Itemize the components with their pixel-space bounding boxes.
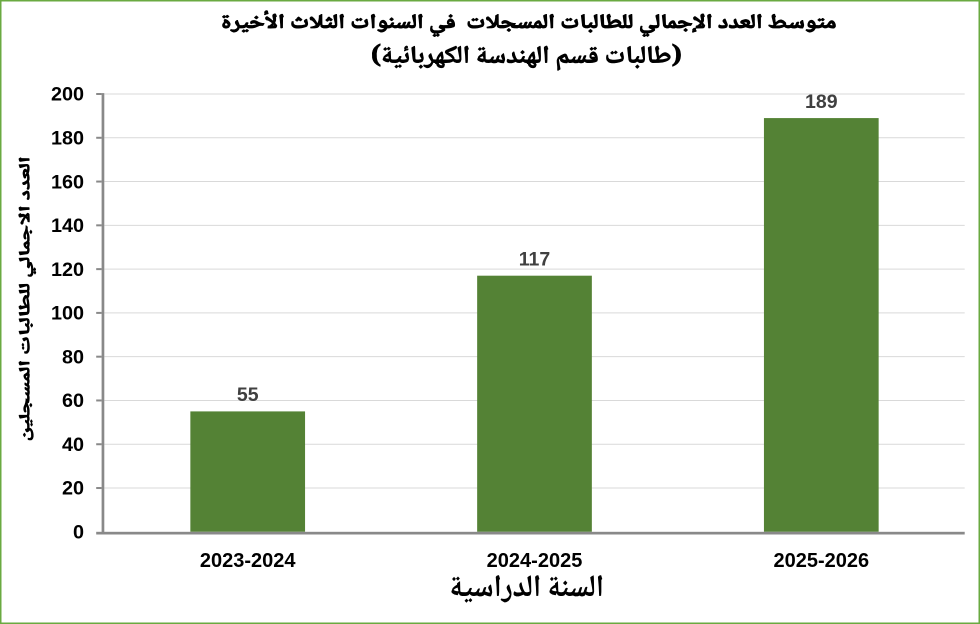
svg-text:2023-2024: 2023-2024	[200, 550, 297, 572]
svg-text:140: 140	[51, 215, 84, 237]
svg-text:20: 20	[62, 478, 84, 500]
svg-text:189: 189	[805, 91, 838, 113]
svg-text:60: 60	[62, 390, 84, 412]
svg-text:100: 100	[51, 303, 84, 325]
svg-text:200: 200	[51, 84, 84, 106]
svg-text:0: 0	[73, 522, 84, 544]
svg-text:117: 117	[519, 248, 550, 270]
svg-text:2024-2025: 2024-2025	[487, 550, 583, 572]
svg-text:160: 160	[51, 171, 84, 193]
svg-text:120: 120	[51, 259, 84, 281]
svg-text:55: 55	[237, 384, 259, 406]
svg-text:40: 40	[62, 434, 84, 456]
svg-text:2025-2026: 2025-2026	[773, 550, 869, 572]
svg-text:80: 80	[62, 346, 84, 368]
svg-text:180: 180	[51, 127, 84, 149]
